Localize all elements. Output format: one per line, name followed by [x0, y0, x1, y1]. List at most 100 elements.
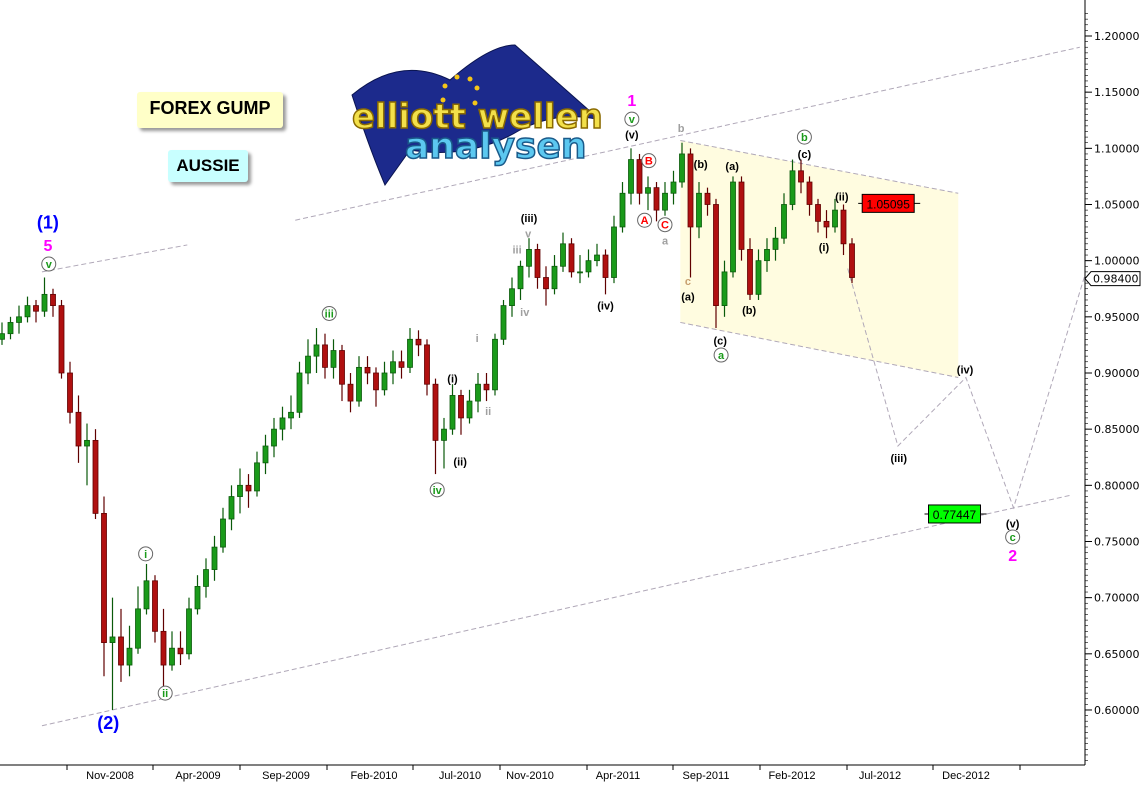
candle-body [24, 305, 31, 318]
candle [322, 333, 328, 379]
price-box-text: 0.77447 [933, 508, 977, 522]
candle [347, 372, 354, 413]
candle-body [806, 181, 813, 205]
candle [806, 176, 813, 216]
wave-label: (c) [714, 335, 728, 347]
candle-body [58, 305, 65, 374]
wave-label: 2 [1008, 548, 1017, 565]
candle-body [390, 361, 396, 374]
candle [449, 384, 456, 435]
candle [364, 356, 371, 385]
candle-body [696, 192, 702, 228]
wave-label: (a) [681, 291, 695, 303]
candle-body [568, 243, 575, 273]
wave-label-circle [157, 685, 173, 701]
candle [407, 328, 413, 373]
y-tick-label: 0.80000 [1094, 479, 1140, 492]
candle [211, 535, 218, 581]
wave-label-circle [641, 153, 657, 169]
wave-label-text: (c) [714, 335, 728, 347]
candle-body [713, 204, 719, 306]
wave-label: (iv) [957, 364, 974, 376]
candle [177, 631, 184, 666]
x-tick-label: Nov-2010 [506, 770, 554, 782]
candle-body [704, 192, 711, 205]
candle [696, 182, 702, 239]
candle [500, 299, 507, 345]
symbol-label: AUSSIE [168, 150, 248, 182]
price-box-text: 1.05095 [867, 197, 911, 211]
price-box: 0.77447 [924, 504, 987, 524]
candle [305, 339, 311, 385]
wave-label: (ii) [453, 457, 467, 469]
wave-label-text: v [629, 114, 636, 126]
candle [271, 417, 277, 458]
wave-label: b [678, 123, 685, 135]
candle-body [415, 338, 422, 346]
candle-body [789, 170, 796, 205]
candle [194, 575, 201, 615]
wave-label-text: (c) [798, 149, 812, 161]
candle [492, 333, 498, 396]
candle [356, 356, 362, 407]
candle-body [653, 187, 660, 211]
y-tick-label: 0.75000 [1094, 535, 1140, 548]
wave-label: i [138, 546, 154, 562]
candle [772, 226, 779, 261]
price-box-rect [928, 504, 981, 524]
wave-label-circle [321, 305, 337, 321]
candle [560, 232, 566, 272]
candle-body [721, 271, 728, 306]
candle [534, 243, 541, 289]
candle [296, 361, 303, 418]
candle [840, 204, 847, 256]
candle-body [832, 209, 838, 228]
candle-body [755, 260, 762, 295]
candle-body [687, 153, 694, 228]
current-price-box [1084, 271, 1141, 287]
candle-body [424, 344, 430, 385]
wave-label: (2) [97, 713, 119, 733]
trendline-layer [41, 46, 1086, 727]
candle [713, 198, 719, 329]
candle [738, 176, 745, 261]
wave-label-text: iv [520, 307, 530, 319]
wave-label-text: (2) [97, 713, 119, 733]
candle [628, 148, 634, 205]
candle-body [662, 192, 668, 211]
candle [619, 182, 626, 233]
wave-label-text: (v) [1006, 518, 1020, 530]
candle [7, 316, 14, 340]
wave-label-text: (b) [742, 305, 756, 317]
y-tick-label: 1.05000 [1094, 198, 1140, 211]
candle [466, 389, 473, 424]
wave-label-text: v [525, 229, 532, 241]
wave-label: iv [429, 482, 445, 498]
wave-label: a [713, 347, 729, 363]
candle [330, 339, 337, 379]
candle [636, 153, 643, 205]
candle-body [126, 647, 133, 666]
candle [288, 395, 294, 430]
candle-body [305, 355, 311, 374]
candle-body [738, 181, 745, 250]
x-tick-label: Jul-2012 [859, 770, 901, 782]
candle-body [143, 580, 150, 610]
candle-body [823, 220, 830, 228]
candle [789, 159, 796, 211]
candle [662, 182, 668, 216]
candle [747, 238, 753, 300]
candle [602, 249, 609, 295]
y-tick-label: 1.00000 [1094, 255, 1140, 268]
wave-label-text: 2 [1008, 548, 1017, 565]
candle [390, 350, 396, 385]
candle [721, 260, 728, 317]
candle-body [628, 159, 634, 194]
candle-body [407, 338, 413, 368]
y-tick-label: 1.10000 [1094, 142, 1140, 155]
wave-label-circle [429, 482, 445, 498]
candle-body [500, 305, 507, 340]
trendline [295, 46, 1080, 221]
candle-body [16, 316, 22, 323]
